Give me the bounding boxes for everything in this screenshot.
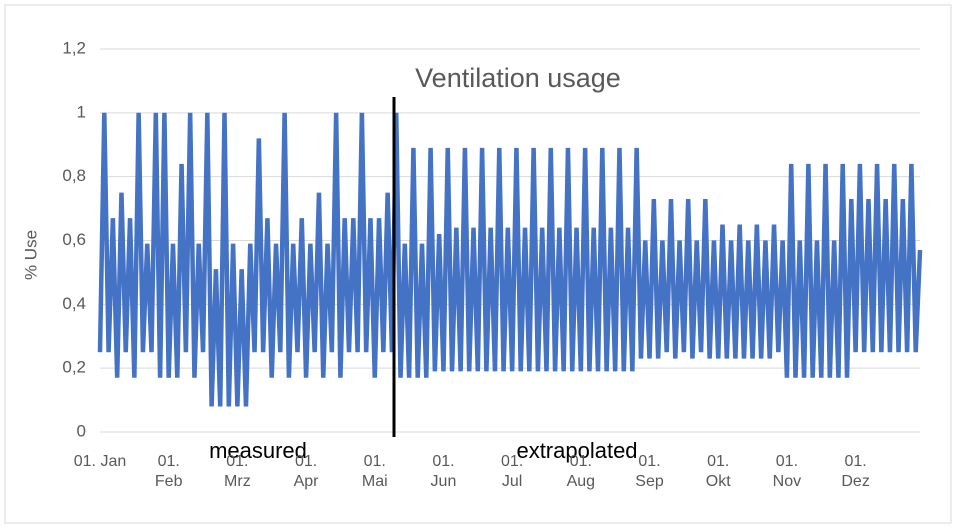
annotation: measured (209, 438, 307, 463)
x-tick-label: 01. Jun (430, 453, 457, 490)
x-tick-label: 01. Mrz (224, 453, 251, 490)
y-tick-label: 0,8 (62, 166, 86, 185)
y-axis-label: % Use (21, 230, 40, 280)
y-tick-label: 0,6 (62, 230, 86, 249)
y-tick-label: 0,4 (62, 294, 86, 313)
x-tick-label: 01. Nov (772, 453, 802, 490)
x-tick-label: 01. Sep (635, 453, 664, 490)
x-tick-label: 01. Feb (154, 453, 183, 490)
y-tick-label: 1 (77, 102, 86, 121)
x-tick-label: 01. Mai (361, 453, 388, 490)
y-tick-label: 1,2 (62, 38, 86, 57)
x-tick-label: 01. Dez (841, 453, 870, 490)
x-tick-label: 01. Okt (705, 453, 731, 490)
x-tick-label: 01. Apr (293, 453, 319, 490)
x-tick-label: 01. Jul (501, 453, 524, 490)
y-tick-label: 0,2 (62, 358, 86, 377)
border (4, 4, 952, 524)
annotation: extrapolated (516, 438, 637, 463)
y-tick-label: 0 (77, 421, 86, 440)
chart-title: Ventilation usage (415, 63, 621, 93)
x-tick-label: 01. Jan (73, 453, 127, 470)
plot (97, 112, 923, 407)
x-tick-label: 01. Aug (566, 453, 596, 490)
line-series (97, 112, 923, 407)
